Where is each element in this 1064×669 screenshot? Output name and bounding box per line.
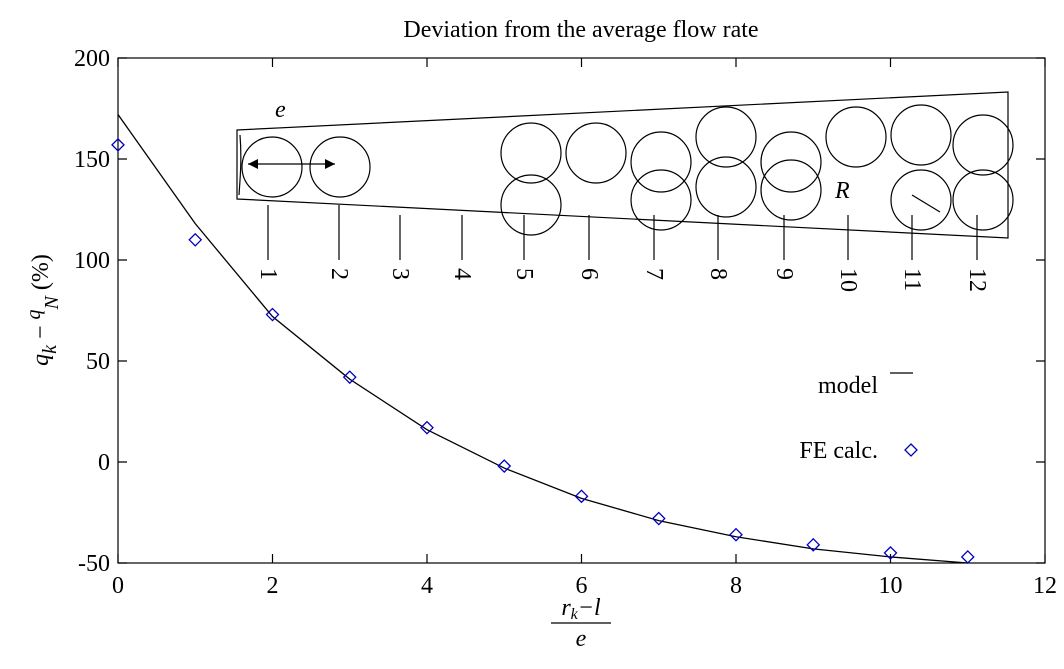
inset-circle (241, 136, 303, 198)
x-label-num: rk−l (561, 595, 601, 623)
y-axis-label: qk − qN (%) (23, 254, 63, 366)
y-label-part: − (28, 319, 54, 345)
fe-point (497, 459, 512, 473)
x-label-den: e (576, 626, 587, 652)
inset-circle (825, 106, 887, 168)
y-tick-label: 200 (74, 46, 110, 72)
y-tick-label: -50 (78, 551, 110, 577)
y-label-part: (%) (28, 254, 54, 296)
inset-diagram (236, 91, 1014, 260)
x-tick-label: 0 (112, 573, 124, 599)
inset-circle (565, 122, 627, 184)
legend-swatch (904, 443, 918, 457)
x-axis-label: rk−l e (551, 595, 611, 652)
inset-label: R (834, 178, 850, 204)
inset-circle (952, 169, 1014, 231)
x-tick-label: 10 (879, 573, 903, 599)
inset-number: 11 (899, 268, 925, 291)
inset-number: 10 (835, 268, 861, 292)
y-label-part: q (28, 354, 54, 366)
x-tick-label: 4 (421, 573, 433, 599)
legend-label: model (818, 373, 878, 399)
inset-circle (695, 156, 757, 218)
fe-point (729, 527, 743, 542)
fe-point (574, 489, 589, 504)
chart-title: Deviation from the average flow rate (403, 17, 758, 43)
inset-number: 8 (705, 268, 731, 280)
x-tick-label: 8 (730, 573, 742, 599)
x-label-part: r (561, 595, 571, 621)
inset-number: 6 (576, 268, 602, 280)
fe-point (188, 232, 203, 247)
inset-number: 4 (449, 268, 475, 280)
fe-point (806, 537, 821, 552)
inset-number: 3 (387, 268, 413, 280)
inset-circle (630, 169, 692, 231)
inset-number: 5 (511, 268, 537, 280)
fe-point (883, 545, 898, 560)
inset-circle (309, 136, 371, 198)
inset-circle (630, 131, 692, 193)
x-tick-label: 12 (1033, 573, 1057, 599)
x-tick-label: 6 (576, 573, 588, 599)
y-tick-label: 100 (74, 248, 110, 274)
inset-label: e (275, 97, 286, 123)
inset-circle (760, 131, 822, 193)
x-label-part: k (571, 606, 579, 623)
y-label-part: k (39, 344, 61, 354)
inset-circle (500, 122, 562, 184)
legend-label: FE calc. (799, 438, 878, 464)
y-label-part: q (23, 309, 45, 319)
inset-circle (695, 106, 757, 168)
inset-number: 9 (771, 268, 797, 280)
fe-point (111, 137, 125, 152)
inset-circle (890, 169, 952, 231)
fe-point (342, 370, 357, 385)
fe-point (420, 420, 434, 435)
x-tick-label: 2 (267, 573, 279, 599)
inset-number: 12 (964, 268, 990, 292)
y-tick-label: 150 (74, 147, 110, 173)
fe-point (960, 550, 975, 564)
plot-frame (117, 57, 1046, 564)
inset-circle (760, 159, 822, 221)
y-label-part: N (41, 294, 63, 310)
model-line (117, 114, 968, 564)
inset-circle (952, 114, 1014, 176)
fe-point (651, 511, 666, 526)
inset-number: 7 (641, 268, 667, 280)
inset-circle (890, 104, 952, 166)
y-tick-label: 50 (86, 349, 110, 375)
inset-number: 2 (326, 268, 352, 280)
fe-point (265, 307, 280, 322)
x-label-part: −l (578, 595, 601, 621)
y-tick-label: 0 (98, 450, 110, 476)
inset-circle (500, 174, 562, 236)
inset-number: 1 (255, 268, 281, 280)
